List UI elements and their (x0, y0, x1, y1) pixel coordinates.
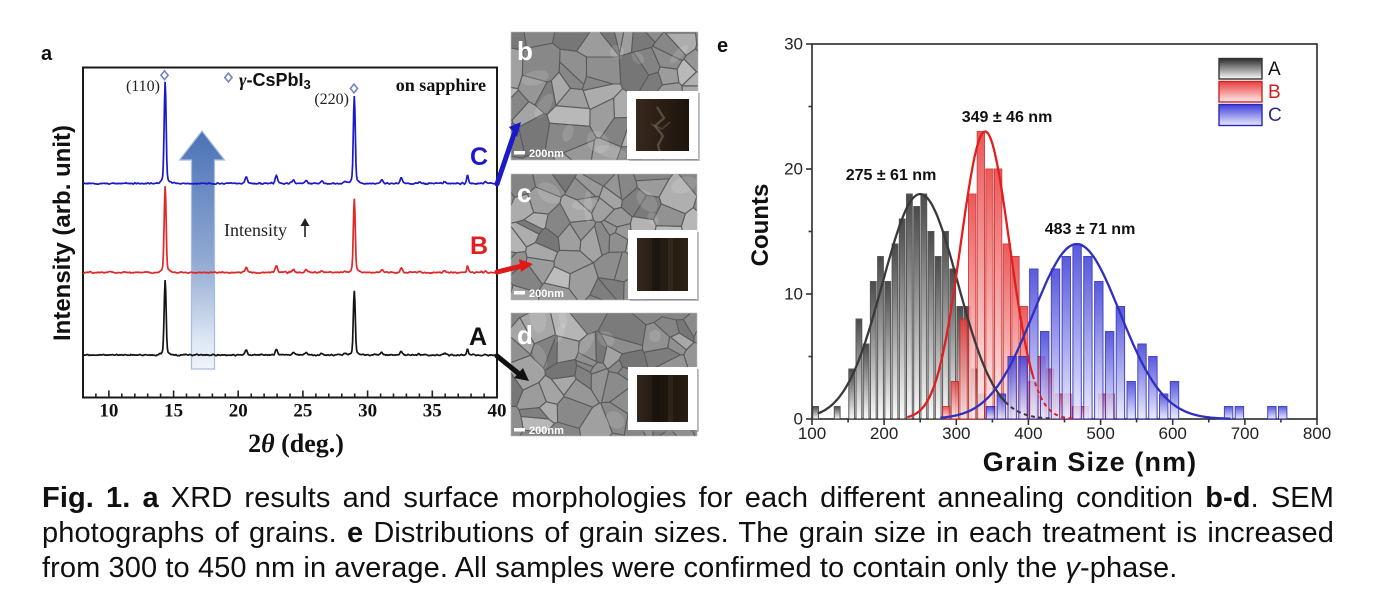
svg-text:700: 700 (1231, 424, 1259, 443)
svg-text:c: c (517, 178, 531, 208)
svg-text:Counts: Counts (747, 184, 774, 267)
svg-text:600: 600 (1159, 424, 1187, 443)
svg-text:30: 30 (784, 35, 803, 54)
svg-text:800: 800 (1303, 424, 1331, 443)
svg-text:20: 20 (784, 160, 803, 179)
svg-text:d: d (517, 320, 533, 350)
svg-text:γ-CsPbI3: γ-CsPbI3 (239, 70, 311, 92)
svg-text:349 ± 46 nm: 349 ± 46 nm (962, 109, 1053, 126)
svg-text:a: a (41, 43, 53, 65)
svg-text:200nm: 200nm (529, 288, 564, 300)
svg-text:(220): (220) (314, 91, 349, 108)
svg-text:B: B (1268, 82, 1281, 103)
svg-text:25: 25 (293, 401, 312, 422)
svg-text:Grain Size (nm): Grain Size (nm) (983, 447, 1198, 477)
svg-text:A: A (469, 323, 487, 351)
svg-text:B: B (470, 232, 488, 260)
svg-text:483 ± 71 nm: 483 ± 71 nm (1045, 221, 1136, 238)
svg-text:C: C (470, 143, 488, 171)
svg-text:(110): (110) (126, 78, 160, 95)
svg-text:Intensity: Intensity (224, 220, 287, 240)
svg-text:Intensity (arb. unit): Intensity (arb. unit) (49, 125, 76, 341)
svg-text:10: 10 (784, 285, 803, 304)
svg-text:30: 30 (358, 401, 377, 422)
svg-text:35: 35 (423, 401, 442, 422)
svg-text:20: 20 (229, 401, 248, 422)
svg-text:200nm: 200nm (529, 148, 564, 160)
svg-text:10: 10 (99, 401, 118, 422)
svg-text:on sapphire: on sapphire (396, 75, 486, 95)
svg-text:100: 100 (798, 424, 826, 443)
svg-text:2θ (deg.): 2θ (deg.) (248, 429, 344, 458)
svg-text:C: C (1268, 105, 1282, 126)
svg-text:500: 500 (1086, 424, 1114, 443)
svg-text:200: 200 (870, 424, 898, 443)
svg-text:300: 300 (942, 424, 970, 443)
svg-text:b: b (517, 36, 533, 66)
svg-text:40: 40 (488, 401, 507, 422)
svg-text:275 ± 61 nm: 275 ± 61 nm (846, 167, 937, 184)
svg-text:A: A (1268, 59, 1281, 80)
svg-text:0: 0 (794, 410, 803, 429)
svg-text:15: 15 (164, 401, 183, 422)
svg-text:400: 400 (1014, 424, 1042, 443)
svg-text:200nm: 200nm (529, 425, 564, 437)
svg-text:e: e (717, 35, 728, 57)
